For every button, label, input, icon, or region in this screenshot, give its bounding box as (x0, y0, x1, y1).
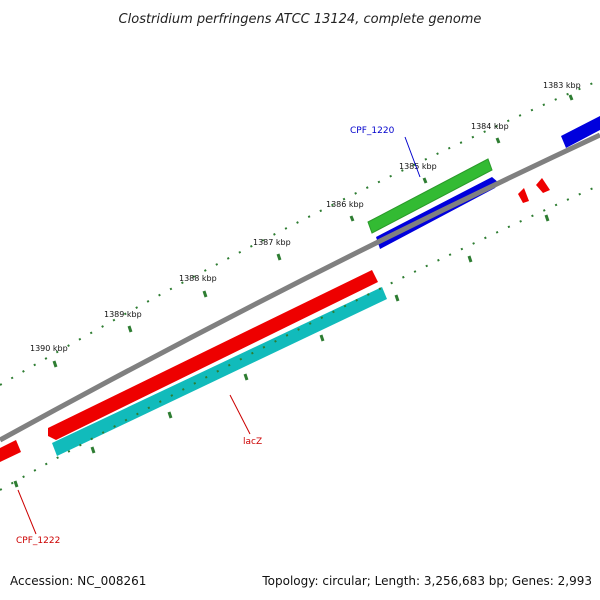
red-feature-small-1 (518, 188, 529, 203)
blue-feature-1383 (561, 116, 600, 148)
tick-label-1387: 1387 kbp (253, 238, 291, 247)
tick-label-1389: 1389 kbp (104, 310, 142, 319)
gene-label-cpf1222: CPF_1222 (16, 536, 60, 546)
green-feature (367, 158, 493, 234)
inner-major-ticks (13, 214, 550, 488)
cpf1222-leader (17, 489, 37, 535)
gene-label-lacz: lacZ (243, 437, 262, 447)
tick-label-1385: 1385 kbp (399, 162, 437, 171)
map-title: Clostridium perfringens ATCC 13124, comp… (119, 12, 482, 27)
genome-summary-text: Topology: circular; Length: 3,256,683 bp… (262, 574, 592, 588)
gene-label-cpf1220: CPF_1220 (350, 126, 395, 136)
tick-label-1383: 1383 kbp (543, 81, 581, 90)
lacz-leader (229, 394, 251, 435)
tick-label-1390: 1390 kbp (30, 344, 68, 353)
outer-major-ticks (52, 94, 574, 368)
tick-label-1386: 1386 kbp (326, 200, 364, 209)
cyan-feature (52, 287, 387, 456)
red-feature-small-2 (536, 178, 550, 193)
accession-text: Accession: NC_008261 (10, 574, 147, 588)
tick-label-1384: 1384 kbp (471, 122, 509, 131)
tick-label-1388: 1388 kbp (179, 274, 217, 283)
cpf1220-leader (404, 136, 421, 178)
red-feature-cpf1222 (0, 440, 21, 462)
genome-backbone (0, 132, 600, 443)
red-feature-lacz (48, 270, 378, 440)
